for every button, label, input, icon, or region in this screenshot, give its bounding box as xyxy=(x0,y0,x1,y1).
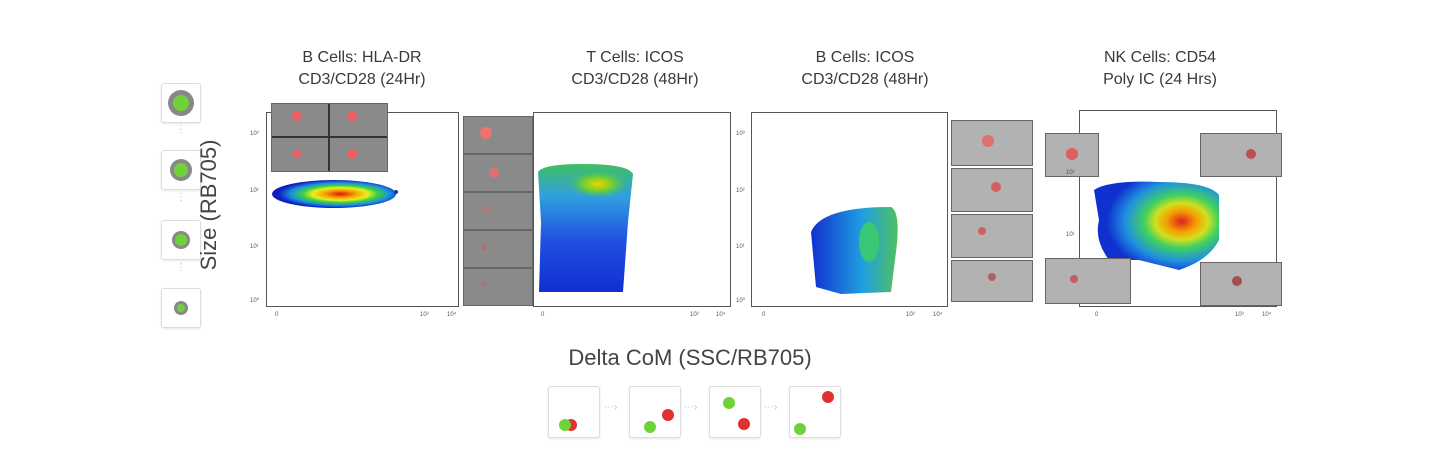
cell-image xyxy=(463,192,533,230)
panel-3-ytick: 10¹ xyxy=(736,244,745,250)
panel-2-xtick: 10⁴ xyxy=(716,312,726,318)
size-icon-medium-large xyxy=(161,150,201,190)
panel-3-title-line2: CD3/CD28 (48Hr) xyxy=(801,71,929,88)
panel-1-title-line2: CD3/CD28 (24Hr) xyxy=(298,71,426,88)
panel-4-title-line1: NK Cells: CD54 xyxy=(1103,49,1217,66)
panel-4-xtick: 0 xyxy=(1095,312,1099,318)
cell-image xyxy=(951,120,1033,166)
arrow-up-icon: ⋮ xyxy=(176,124,186,135)
size-icon-medium xyxy=(161,220,201,260)
size-icon-large xyxy=(161,83,201,123)
panel-4-title-line2: Poly IC (24 Hrs) xyxy=(1103,71,1217,88)
arrow-up-icon: ⋮ xyxy=(176,192,186,203)
com-icon-medium-offset xyxy=(709,386,761,438)
panel-1-xtick: 10⁴ xyxy=(447,312,457,318)
panel-3-ytick: 10³ xyxy=(736,131,745,137)
cell-image xyxy=(1200,262,1282,306)
cell-image xyxy=(1045,258,1131,304)
size-icon-small xyxy=(161,288,201,328)
arrow-right-icon: ⋯› xyxy=(764,402,778,413)
panel-3-xtick: 10³ xyxy=(906,312,915,318)
cell-image xyxy=(463,268,533,306)
panel-2-title-line2: CD3/CD28 (48Hr) xyxy=(571,71,699,88)
panel-1-ytick: 10⁰ xyxy=(250,298,260,304)
panel-3-density xyxy=(811,207,898,294)
panel-3-title-line1: B Cells: ICOS xyxy=(815,49,915,66)
panel-1-cell-image-grid xyxy=(271,103,388,172)
cell-image xyxy=(463,230,533,268)
com-icon-small-offset xyxy=(629,386,681,438)
panel-4-density xyxy=(1094,181,1219,270)
panel-1-density xyxy=(272,180,398,208)
com-icon-large-offset xyxy=(789,386,841,438)
arrow-up-icon: ⋮ xyxy=(176,262,186,273)
panel-4-xtick: 10⁴ xyxy=(1262,312,1272,318)
cell-image xyxy=(1045,133,1099,177)
y-axis-label: Size (RB705) xyxy=(196,139,221,271)
arrow-right-icon: ⋯› xyxy=(684,402,698,413)
panel-4-ytick: 10¹ xyxy=(1066,232,1075,238)
panel-3-xtick: 10⁴ xyxy=(933,312,943,318)
panel-2-xtick: 10³ xyxy=(690,312,699,318)
panel-2-density xyxy=(538,164,633,292)
cell-image xyxy=(951,214,1033,258)
panel-4-title: NK Cells: CD54 Poly IC (24 Hrs) xyxy=(1060,47,1260,91)
com-icon-overlap xyxy=(548,386,600,438)
panel-3-xtick: 0 xyxy=(762,312,766,318)
panel-1-xtick: 0 xyxy=(275,312,279,318)
panel-1-xtick: 10³ xyxy=(420,312,429,318)
cell-image xyxy=(951,168,1033,212)
cell-image xyxy=(1200,133,1282,177)
panel-2-title-line1: T Cells: ICOS xyxy=(586,49,684,66)
panel-1-ytick: 10² xyxy=(250,188,259,194)
panel-2-title: T Cells: ICOS CD3/CD28 (48Hr) xyxy=(535,47,735,91)
panel-3-ytick: 10² xyxy=(736,188,745,194)
cell-image xyxy=(951,260,1033,302)
panel-4-ytick: 10² xyxy=(1066,170,1075,176)
cell-image xyxy=(463,154,533,192)
cell-image xyxy=(463,116,533,154)
arrow-right-icon: ⋯› xyxy=(604,402,618,413)
panel-3-title: B Cells: ICOS CD3/CD28 (48Hr) xyxy=(765,47,965,91)
panel-1-title: B Cells: HLA-DR CD3/CD28 (24Hr) xyxy=(262,47,462,91)
panel-2-xtick: 0 xyxy=(541,312,545,318)
panel-1-title-line1: B Cells: HLA-DR xyxy=(302,49,422,66)
panel-3-ytick: 10⁰ xyxy=(736,298,746,304)
panel-1-ytick: 10³ xyxy=(250,131,259,137)
panel-1-ytick: 10¹ xyxy=(250,244,259,250)
panel-4-xtick: 10³ xyxy=(1235,312,1244,318)
x-axis-label: Delta CoM (SSC/RB705) xyxy=(568,345,812,370)
